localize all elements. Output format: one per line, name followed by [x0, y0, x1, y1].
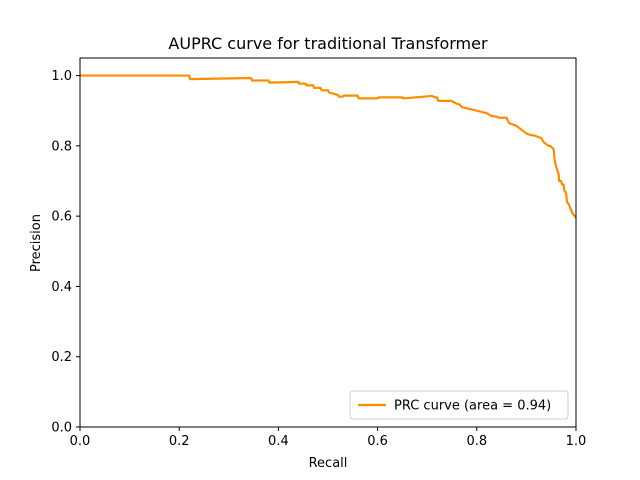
x-tick-label: 0.2 [169, 434, 190, 449]
x-axis-title: Recall [309, 456, 348, 471]
legend-box [349, 390, 569, 420]
axes-frame [79, 57, 577, 428]
x-tick-label: 0.4 [268, 434, 289, 449]
series-line-0 [80, 74, 577, 219]
x-tick-label: 0.0 [70, 434, 91, 449]
y-tick-label: 0.8 [51, 139, 72, 154]
y-axis-title: Precision [29, 214, 44, 272]
y-tick-label: 1.0 [51, 69, 72, 84]
x-tick-label: 0.8 [466, 434, 487, 449]
y-tick-label: 0.0 [51, 421, 72, 436]
y-tick-label: 0.6 [51, 210, 72, 225]
x-tick-label: 0.6 [367, 434, 388, 449]
y-tick-label: 0.2 [51, 350, 72, 365]
plot-area: 0.0 0.2 0.4 0.6 0.8 1.0 0.0 0.2 0.4 0.6 0.8 1.0 [51, 57, 587, 449]
legend: PRC curve (area = 0.94) [349, 390, 569, 420]
y-tick-label: 0.4 [51, 280, 72, 295]
x-tick-label: 1.0 [566, 434, 587, 449]
chart-title: AUPRC curve for traditional Transformer [168, 34, 488, 53]
legend-label: PRC curve (area = 0.94) [394, 399, 551, 414]
